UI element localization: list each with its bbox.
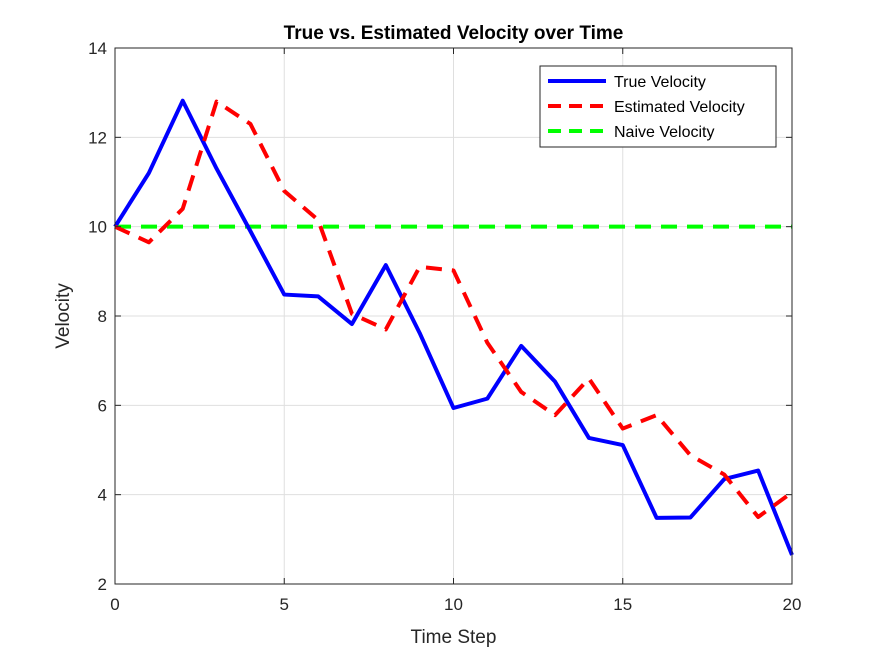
series-line-estimated-velocity (114, 99, 794, 519)
y-tick-label: 14 (88, 39, 107, 58)
ticks: 0 5 10 15 20 2 4 6 8 10 12 14 (88, 39, 801, 614)
x-tick-label: 15 (613, 595, 632, 614)
series-line-true-velocity (113, 98, 794, 556)
x-tick-label: 20 (783, 595, 802, 614)
x-tick-label: 10 (444, 595, 463, 614)
y-tick-label: 12 (88, 128, 107, 147)
legend-label-true-velocity: True Velocity (614, 74, 706, 91)
y-tick-label: 8 (98, 307, 107, 326)
y-axis-label: Velocity (53, 283, 74, 349)
x-tick-label: 0 (110, 595, 119, 614)
y-tick-label: 10 (88, 218, 107, 237)
y-tick-label: 6 (98, 396, 107, 415)
y-tick-label: 4 (98, 486, 107, 505)
y-tick-label: 2 (98, 575, 107, 594)
series-layer (113, 98, 794, 556)
legend-label-naive-velocity: Naive Velocity (614, 124, 715, 141)
x-axis-label: Time Step (411, 627, 497, 648)
chart-title: True vs. Estimated Velocity over Time (284, 23, 624, 44)
legend-label-estimated-velocity: Estimated Velocity (614, 99, 745, 116)
legend: True Velocity Estimated Velocity Naive Vel… (539, 65, 777, 148)
x-tick-label: 5 (280, 595, 289, 614)
